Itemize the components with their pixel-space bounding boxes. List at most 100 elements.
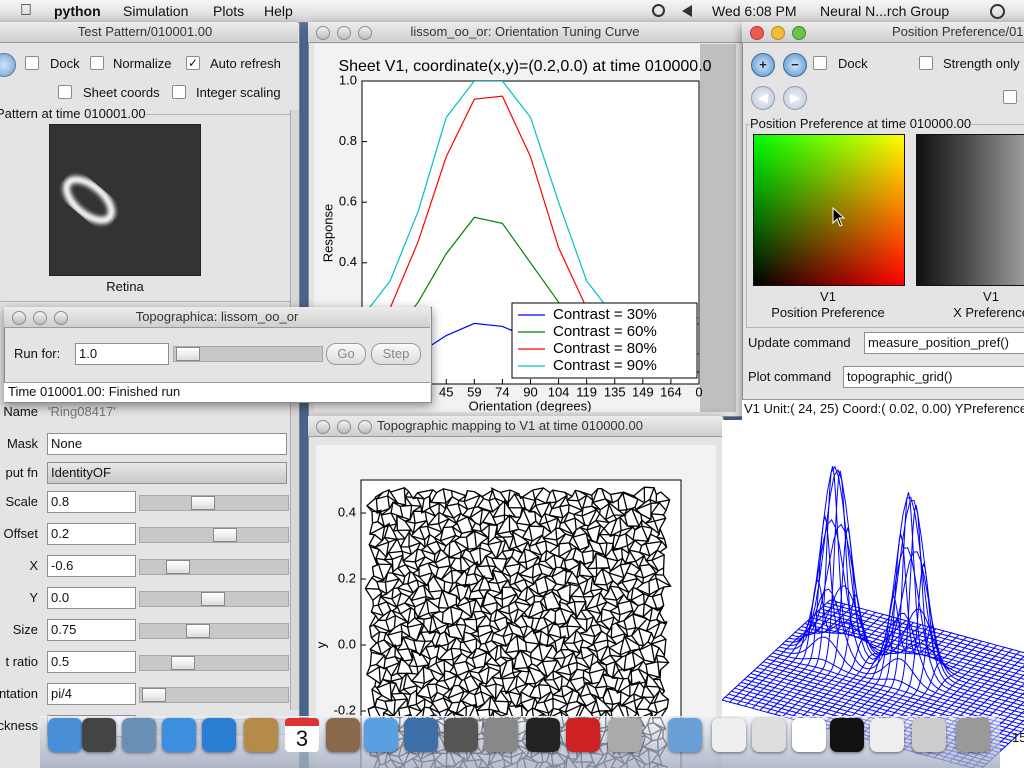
clock[interactable]: Wed 6:08 PM [712,3,797,19]
slider-thumb[interactable] [201,592,225,606]
run-slider[interactable] [173,346,323,362]
scrollbar[interactable] [290,110,299,710]
checkbox[interactable] [919,56,933,70]
apple-menu[interactable]:  [20,3,32,19]
spotlight-icon[interactable] [990,4,1005,19]
checkbox-label: Strength only [943,56,1020,71]
parameter-input[interactable]: 0.8 [47,491,136,513]
dock-icon[interactable] [566,718,600,752]
parameter-input[interactable]: pi/4 [47,683,136,705]
close-button[interactable] [12,311,26,325]
parameter-label: Y [29,590,38,605]
dock-icon[interactable] [444,718,478,752]
parameter-input[interactable]: 0.0 [47,587,136,609]
checkbox[interactable] [172,85,186,99]
zoom-button[interactable] [792,26,806,40]
forward-button[interactable]: ▶ [783,86,807,110]
corner-badge: 15 [1012,730,1024,745]
back-button[interactable]: ◀ [751,86,775,110]
dock-icon[interactable] [956,718,990,752]
checkbox[interactable]: ✓ [186,56,200,70]
legend-label: Contrast = 30% [553,306,657,323]
dock-icon[interactable] [48,718,82,752]
parameter-slider[interactable] [139,623,289,639]
minimize-button[interactable] [33,311,47,325]
slider-thumb[interactable] [186,624,210,638]
surface-line [829,599,1024,654]
dock-icon[interactable] [752,718,786,752]
slider-thumb[interactable] [213,528,237,542]
minimize-button[interactable] [337,26,351,40]
parameter-slider[interactable] [139,687,289,703]
zoom-button[interactable] [54,311,68,325]
checkbox[interactable] [58,85,72,99]
parameter-input[interactable]: None [47,433,287,455]
close-button[interactable] [316,26,330,40]
y-tick-label: 0.8 [339,133,357,148]
parameter-slider[interactable] [139,591,289,607]
step-button[interactable]: Step [371,343,421,365]
title-bar: lissom_oo_or: Orientation Tuning Curve [308,22,742,43]
update-input[interactable]: measure_position_pref() [864,332,1024,354]
parameter-input[interactable]: -0.6 [47,555,136,577]
dock-icon[interactable] [792,718,826,752]
parameter-dropdown[interactable]: IdentityOF [47,462,287,484]
slider-thumb[interactable] [191,496,215,510]
checkbox[interactable] [813,56,827,70]
dock-icon[interactable] [712,718,746,752]
checkbox[interactable] [25,56,39,70]
dock-icon[interactable] [668,718,702,752]
dock-icon[interactable] [202,718,236,752]
x-tick-label: 90 [523,384,537,399]
time-machine-icon[interactable] [652,4,665,17]
dock-icon[interactable] [608,718,642,752]
app-menu[interactable]: python [54,3,101,19]
parameter-slider[interactable] [139,527,289,543]
checkbox[interactable] [90,56,104,70]
dock-icon[interactable] [870,718,904,752]
parameter-slider[interactable] [139,559,289,575]
zoom-button[interactable] [358,420,372,434]
parameter-slider[interactable] [139,655,289,671]
close-button[interactable] [750,26,764,40]
dock-icon[interactable] [244,718,278,752]
volume-icon[interactable] [682,5,692,17]
calendar-icon[interactable]: 3 [285,718,319,752]
dock-icon[interactable] [830,718,864,752]
slider-thumb[interactable] [176,347,200,361]
checkbox-label: Normalize [113,56,172,71]
minimize-button[interactable] [337,420,351,434]
slider-thumb[interactable] [142,688,166,702]
run-input[interactable]: 1.0 [75,343,169,365]
checkbox[interactable] [1003,90,1017,104]
parameter-slider[interactable] [139,495,289,511]
minimize-button[interactable] [771,26,785,40]
dock-icon[interactable] [484,718,518,752]
parameter-input[interactable]: 0.5 [47,651,136,673]
dock-icon[interactable] [912,718,946,752]
zoom-out-button[interactable]: − [783,53,807,77]
menu-item[interactable]: Plots [213,3,245,19]
dock-icon[interactable] [364,718,398,752]
dock-icon[interactable] [526,718,560,752]
close-button[interactable] [316,420,330,434]
parameter-label: Size [12,622,38,637]
slider-thumb[interactable] [166,560,190,574]
zoom-button[interactable] [358,26,372,40]
go-button[interactable]: Go [326,343,366,365]
menu-item[interactable]: Simulation [123,3,189,19]
dock-icon[interactable] [162,718,196,752]
slider-thumb[interactable] [171,656,195,670]
parameter-input[interactable]: 0.2 [47,523,136,545]
x-tick-label: 104 [548,384,570,399]
dock-icon[interactable] [326,718,360,752]
parameter-input[interactable]: 0.75 [47,619,136,641]
user-menu[interactable]: Neural N...rch Group [820,3,950,19]
plot-input[interactable]: topographic_grid() [843,366,1024,388]
dock-icon[interactable] [122,718,156,752]
menu-item[interactable]: Help [264,3,293,19]
dock-icon[interactable] [404,718,438,752]
surface-line [817,611,1024,669]
zoom-in-button[interactable]: + [751,53,775,77]
dock-icon[interactable] [82,718,116,752]
